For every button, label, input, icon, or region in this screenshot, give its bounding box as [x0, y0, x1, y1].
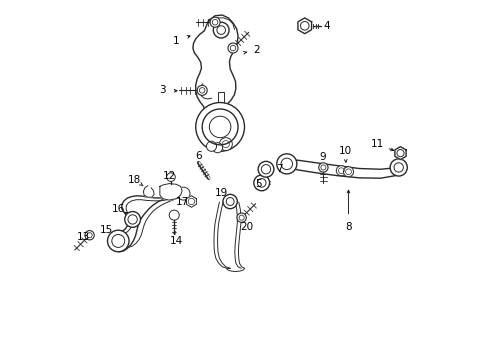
Polygon shape	[186, 196, 196, 207]
Text: 12: 12	[162, 171, 176, 181]
Circle shape	[197, 85, 207, 95]
Text: 13: 13	[77, 232, 90, 242]
Text: 6: 6	[195, 150, 202, 161]
Circle shape	[206, 141, 216, 151]
Circle shape	[258, 161, 273, 177]
Text: 19: 19	[215, 188, 228, 198]
Text: 18: 18	[128, 175, 141, 185]
Text: 7: 7	[276, 164, 283, 174]
Text: 10: 10	[338, 146, 351, 156]
Bar	[218, 92, 224, 103]
Circle shape	[177, 187, 190, 200]
Text: 16: 16	[111, 204, 124, 214]
Circle shape	[253, 175, 269, 191]
Circle shape	[318, 163, 327, 172]
Text: 2: 2	[253, 45, 260, 55]
Circle shape	[195, 103, 244, 151]
Text: 14: 14	[169, 236, 183, 246]
Circle shape	[85, 230, 94, 240]
Circle shape	[223, 194, 237, 209]
Text: 4: 4	[323, 21, 329, 31]
Circle shape	[107, 230, 129, 252]
Text: 5: 5	[255, 179, 262, 189]
Circle shape	[124, 212, 140, 227]
Text: 11: 11	[370, 139, 383, 149]
Circle shape	[213, 22, 228, 38]
Text: 1: 1	[173, 36, 179, 46]
Circle shape	[389, 159, 407, 176]
Text: 8: 8	[345, 222, 351, 231]
Text: 17: 17	[176, 197, 189, 207]
Circle shape	[166, 173, 175, 181]
Circle shape	[343, 167, 353, 177]
Circle shape	[276, 154, 296, 174]
Polygon shape	[286, 160, 402, 178]
Polygon shape	[394, 147, 405, 159]
Circle shape	[210, 17, 220, 27]
Text: 3: 3	[159, 85, 165, 95]
Polygon shape	[160, 184, 182, 200]
Text: 15: 15	[100, 225, 113, 235]
Polygon shape	[297, 18, 311, 34]
Circle shape	[219, 138, 232, 150]
Circle shape	[227, 43, 238, 53]
Circle shape	[169, 210, 179, 220]
Circle shape	[212, 143, 222, 153]
Text: 9: 9	[319, 152, 325, 162]
Text: 20: 20	[240, 222, 253, 231]
Polygon shape	[192, 15, 238, 148]
Circle shape	[336, 166, 346, 176]
Polygon shape	[143, 186, 154, 197]
Polygon shape	[112, 192, 187, 252]
Circle shape	[237, 213, 246, 222]
